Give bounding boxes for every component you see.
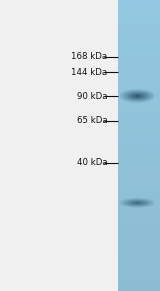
Text: 144 kDa: 144 kDa xyxy=(71,68,107,77)
Text: 168 kDa: 168 kDa xyxy=(71,52,107,61)
Bar xyxy=(0,0,118,291)
Text: 90 kDa: 90 kDa xyxy=(77,92,107,100)
Text: 65 kDa: 65 kDa xyxy=(77,116,107,125)
Text: 40 kDa: 40 kDa xyxy=(77,159,107,167)
